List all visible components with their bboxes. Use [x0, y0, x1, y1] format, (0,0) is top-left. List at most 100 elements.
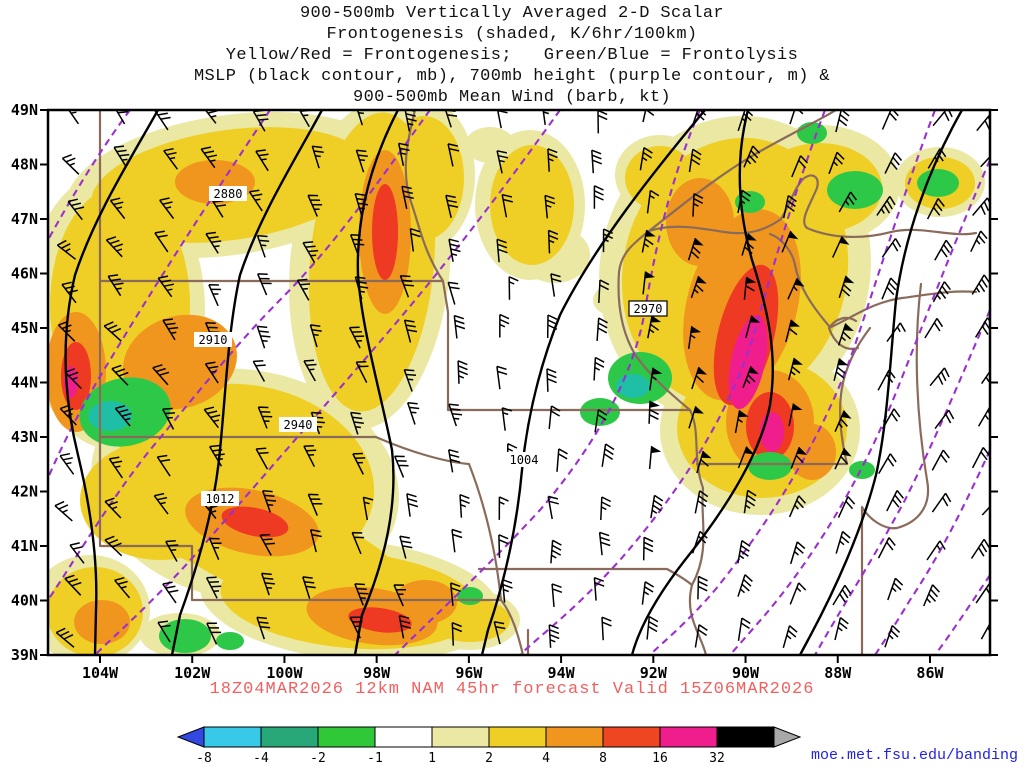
wind-barb-pennant [792, 403, 803, 411]
wind-barb [648, 446, 653, 470]
wind-barb [311, 145, 324, 169]
wind-barb [398, 614, 411, 639]
lake-superior-north-shore [647, 110, 838, 233]
colorbar-tick-label: 16 [652, 751, 668, 766]
wind-barb [785, 319, 798, 343]
wind-barb [205, 231, 222, 254]
wind-barb [687, 237, 701, 261]
wind-barb-pennant [649, 400, 660, 408]
shade-blob-green [917, 169, 959, 197]
wind-barb [593, 576, 605, 601]
wind-barb [403, 369, 417, 392]
height-contour [729, 159, 990, 655]
colorbar-segment [488, 726, 547, 748]
wind-barb [449, 582, 461, 606]
wind-barb [596, 317, 608, 341]
wind-barb [929, 367, 950, 387]
title-line-3: Yellow/Red = Frontogenesis; Green/Blue =… [225, 46, 799, 65]
credit-link[interactable]: moe.met.fsu.edu/banding [810, 747, 1018, 764]
wind-barb [203, 406, 221, 429]
wind-barb [499, 313, 510, 338]
wind-barb [649, 367, 657, 391]
state-border-path [98, 435, 503, 602]
wind-barb [597, 110, 608, 134]
wind-barb [113, 145, 130, 168]
wind-barb [832, 236, 843, 258]
wind-barb [154, 230, 169, 253]
wind-barb [64, 368, 82, 390]
contour-label-box [279, 417, 317, 432]
wind-barb-pennant [693, 406, 704, 414]
shade-blob-orange [788, 424, 836, 480]
wind-barb [542, 110, 553, 126]
colorbar-segment [545, 726, 604, 748]
wind-barb [980, 155, 990, 168]
title-line-4: MSLP (black contour, mb), 700mb height (… [193, 67, 831, 86]
wind-barb [601, 443, 615, 467]
contour-label-box [209, 186, 247, 201]
wind-barb [790, 446, 804, 469]
title-line-2: Frontogenesis (shaded, K/6hr/100km) [326, 25, 698, 44]
wind-barb [878, 453, 897, 474]
wind-barb [399, 274, 414, 298]
wind-barb [162, 581, 179, 604]
lat-axis-label: 41N [11, 537, 38, 555]
wind-barb [208, 537, 222, 560]
colorbar-segment [260, 726, 319, 748]
wind-barb-pennant [701, 451, 712, 459]
wind-barb [255, 149, 269, 172]
lon-axis-label: 88W [824, 664, 852, 682]
wind-barb [444, 110, 458, 128]
wind-barb [163, 147, 179, 170]
wind-barb [970, 538, 990, 559]
wind-barb [734, 410, 743, 434]
wind-barb-pennant [696, 276, 707, 284]
lon-axis-label: 102W [174, 664, 211, 682]
contour-labels: 2880 2910 2940 2970 1012 1004 [194, 186, 668, 506]
wind-barb [401, 185, 414, 209]
wind-barb-pennant [746, 276, 757, 284]
wind-barb [970, 230, 988, 253]
shade-blob-red [372, 184, 398, 280]
wind-barb [741, 233, 755, 256]
lat-axis-label: 42N [11, 483, 38, 501]
wind-barb [551, 583, 563, 607]
wind-barb [924, 317, 944, 339]
colorbar-tick-label: -2 [310, 751, 326, 766]
wind-barb-pennant [651, 446, 662, 454]
wind-barb [837, 323, 852, 346]
wind-barb [498, 496, 509, 520]
wind-barb [887, 577, 904, 601]
wind-barb [832, 584, 852, 606]
height-contour [48, 110, 431, 601]
forecast-valid-text: 18Z04MAR2026 12km NAM 45hr forecast Vali… [209, 680, 815, 699]
wind-barb [252, 359, 266, 382]
mslp-contour [353, 110, 400, 655]
wind-barb [877, 369, 896, 391]
wind-barb [886, 490, 904, 512]
wind-barb [496, 365, 508, 390]
wind-barb [153, 492, 169, 515]
contour-label: 1012 [206, 492, 235, 506]
height-contours-purple [48, 110, 990, 655]
wind-barb [782, 625, 798, 649]
wind-barb [260, 572, 275, 596]
shade-blob-green [827, 171, 883, 209]
wind-barb [971, 447, 990, 469]
contour-label-box [628, 300, 668, 317]
lon-axis-label: 98W [363, 664, 391, 682]
wind-barb [103, 321, 122, 342]
colorbar-segment [203, 726, 262, 748]
wind-barb [200, 146, 218, 169]
wind-barb [157, 620, 171, 643]
wind-barb [362, 496, 374, 521]
wind-barb [642, 536, 654, 561]
wind-barb [690, 275, 704, 299]
wind-barb-pennant [750, 315, 761, 323]
wind-barb [354, 276, 369, 300]
wind-barb [355, 360, 369, 383]
mslp-contour [64, 110, 160, 655]
wind-barb [447, 448, 461, 473]
wind-barb [835, 110, 850, 133]
wind-barb [406, 401, 420, 425]
